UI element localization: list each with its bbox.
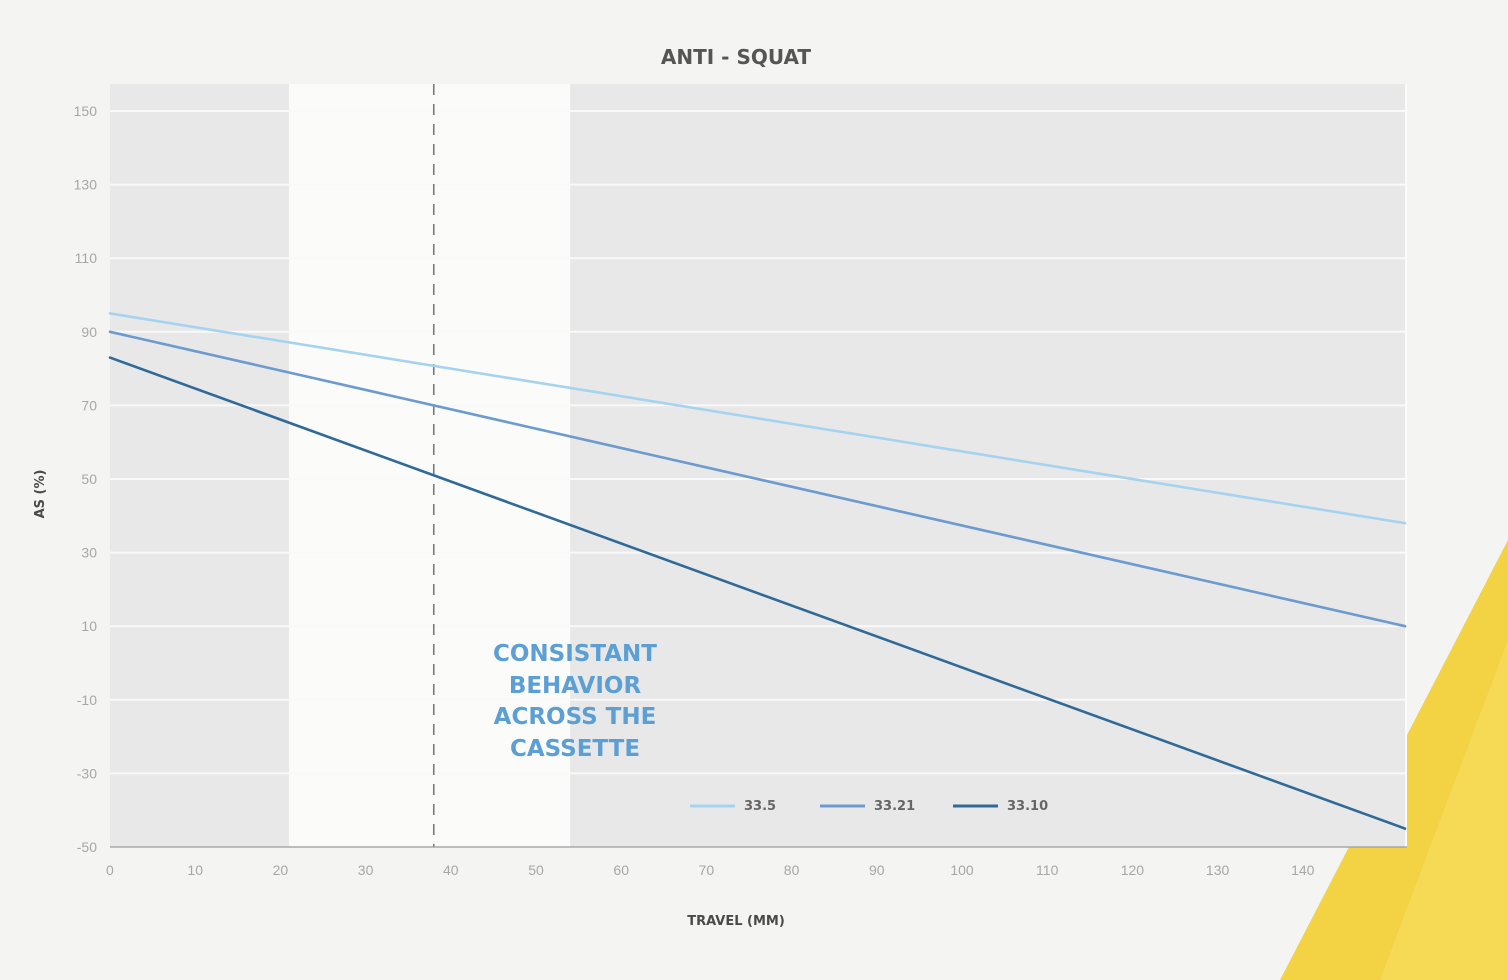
y-tick-label: 90: [81, 324, 97, 340]
x-tick-label: 140: [1291, 862, 1315, 878]
x-tick-label: 10: [187, 862, 203, 878]
y-tick-label: 10: [81, 618, 97, 634]
x-tick-label: 50: [528, 862, 544, 878]
shaded-region-1: [110, 84, 289, 847]
x-tick-label: 20: [273, 862, 289, 878]
y-tick-label: -50: [77, 839, 97, 855]
annotation-line-2: BEHAVIOR: [509, 673, 642, 699]
legend-label-1: 33.5: [744, 799, 776, 814]
x-tick-label: 80: [784, 862, 800, 878]
y-tick-label: 110: [75, 250, 98, 266]
annotation-line-3: ACROSS THE: [494, 704, 657, 730]
x-tick-label: 90: [869, 862, 885, 878]
x-tick-label: 0: [106, 862, 114, 878]
x-axis-title: TRAVEL (MM): [687, 914, 785, 929]
x-tick-label: 70: [699, 862, 715, 878]
y-tick-label: 70: [81, 397, 97, 413]
y-tick-label: -10: [77, 692, 97, 708]
shaded-regions: [110, 84, 1407, 847]
annotation-line-4: CASSETTE: [510, 736, 640, 762]
x-tick-label: 120: [1121, 862, 1145, 878]
annotation-line-1: CONSISTANT: [493, 641, 657, 667]
legend-label-2: 33.21: [874, 799, 915, 814]
chart-title: ANTI - SQUAT: [661, 45, 811, 69]
legend: 33.5 33.21 33.10: [690, 799, 1048, 814]
series-line-2: [108, 330, 1407, 628]
y-tick-label: 30: [81, 545, 97, 561]
x-tick-label: 30: [358, 862, 374, 878]
y-tick-label: -30: [77, 765, 97, 781]
x-tick-label: 130: [1206, 862, 1230, 878]
x-tick-labels: 0 10 20 30 40 50 60 70 80 90 100 110 120 130 140: [106, 862, 1315, 878]
series-lines: [108, 312, 1407, 830]
legend-label-3: 33.10: [1007, 799, 1048, 814]
y-tick-labels: -50 -30 -10 10 30 50 70 90 110 130 150: [74, 103, 98, 855]
y-tick-label: 50: [81, 471, 97, 487]
x-tick-label: 40: [443, 862, 459, 878]
shaded-region-2: [570, 84, 1406, 847]
x-tick-label: 60: [613, 862, 629, 878]
annotation: CONSISTANT BEHAVIOR ACROSS THE CASSETTE: [493, 641, 657, 762]
series-line-1: [108, 312, 1407, 525]
series-line-3: [108, 356, 1407, 830]
x-tick-label: 110: [1036, 862, 1059, 878]
gridlines: [110, 110, 1407, 775]
y-tick-label: 150: [74, 103, 98, 119]
yellow-corner-highlight: [1380, 640, 1508, 980]
x-tick-label: 100: [950, 862, 974, 878]
y-axis-title: AS (%): [33, 470, 48, 519]
y-tick-label: 130: [74, 177, 98, 193]
